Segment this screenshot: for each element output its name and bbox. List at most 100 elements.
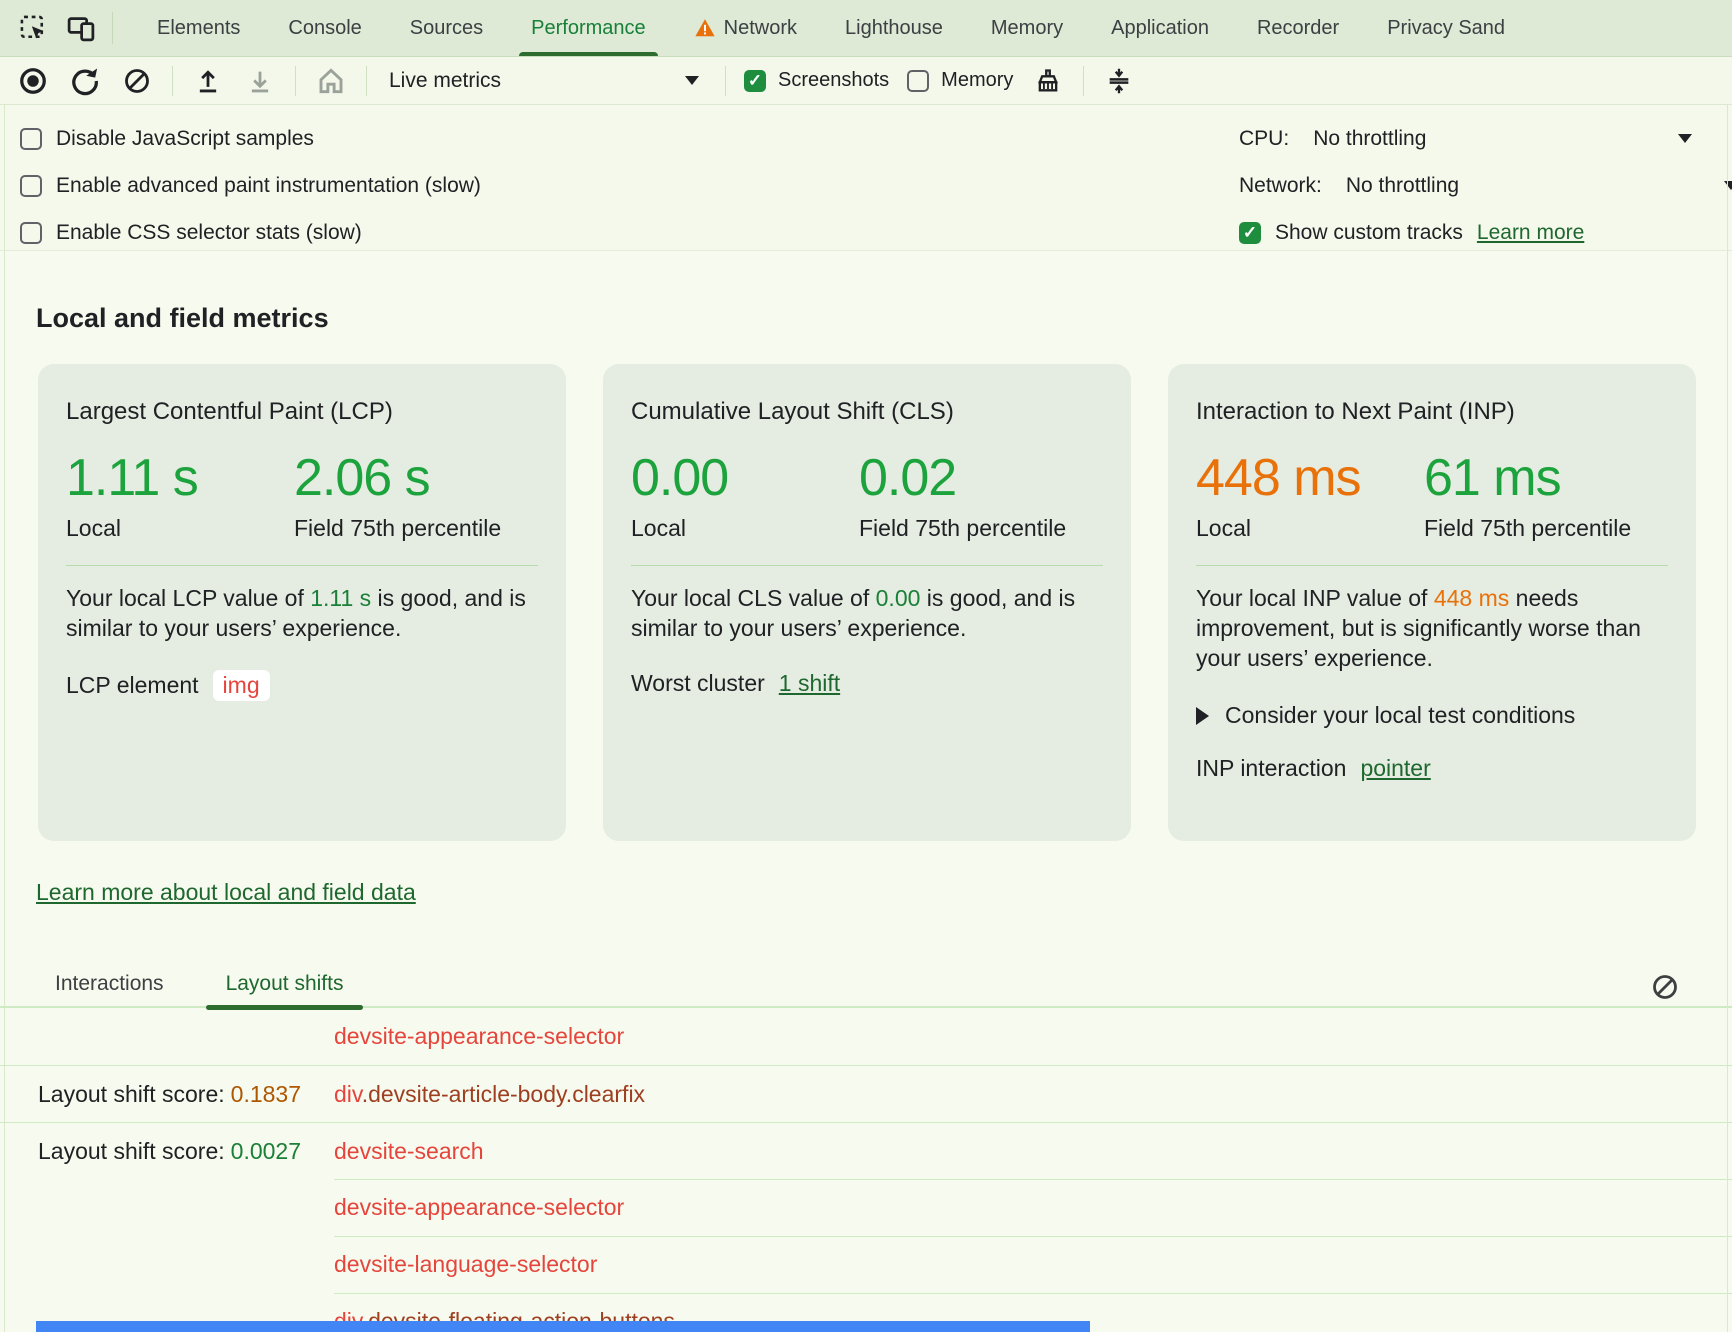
checkbox-unchecked-icon [907,70,929,92]
layout-shift-row[interactable]: Layout shift score: 0.0027 devsite-searc… [0,1122,1732,1179]
worst-cluster-link[interactable]: 1 shift [779,670,840,697]
inp-local-label: Local [1196,514,1424,543]
disclosure-triangle-icon [1196,707,1209,725]
tab-elements[interactable]: Elements [133,0,264,57]
element-link[interactable]: devsite-appearance-selector [334,1023,624,1050]
clear-icon[interactable] [120,64,154,98]
chevron-down-icon[interactable] [1724,181,1732,190]
card-divider [631,565,1103,566]
worst-cluster-label: Worst cluster [631,670,765,697]
memory-checkbox[interactable]: Memory [907,69,1013,92]
tab-interactions[interactable]: Interactions [55,961,164,1007]
checkbox-checked-icon: ✓ [744,70,766,92]
home-icon[interactable] [314,64,348,98]
panel-mode-select[interactable]: Live metrics [385,63,707,99]
inp-card: Interaction to Next Paint (INP) 448 ms L… [1168,364,1696,841]
reload-record-icon[interactable] [68,64,102,98]
lcp-field-label: Field 75th percentile [294,514,514,543]
element-link[interactable]: devsite-search [334,1138,484,1165]
checkbox-unchecked-icon [20,128,42,150]
disable-js-samples-checkbox[interactable]: Disable JavaScript samples [20,115,481,162]
devtools-tabbar: Elements Console Sources Performance Net… [0,0,1732,57]
inp-local-value: 448 ms [1196,448,1424,508]
lcp-element-link[interactable]: img [213,670,270,701]
cpu-throttling-row: CPU: No throttling [1239,115,1732,162]
inp-field-value: 61 ms [1424,448,1644,508]
score-label: Layout shift score: [38,1081,225,1108]
cpu-throttling-select[interactable]: No throttling [1313,127,1426,151]
tab-network[interactable]: Network [670,0,821,57]
network-throttling-select[interactable]: No throttling [1346,174,1459,198]
cls-description: Your local CLS value of 0.00 is good, an… [631,584,1103,644]
lcp-field-value: 2.06 s [294,448,514,508]
css-selector-stats-checkbox[interactable]: Enable CSS selector stats (slow) [20,209,481,256]
chevron-down-icon[interactable] [1678,134,1692,143]
local-test-conditions-disclosure[interactable]: Consider your local test conditions [1196,702,1668,729]
cpu-label: CPU: [1239,127,1289,151]
lcp-local-value: 1.11 s [66,448,294,508]
card-divider [1196,565,1668,566]
network-label: Network: [1239,174,1322,198]
lcp-card: Largest Contentful Paint (LCP) 1.11 s Lo… [38,364,566,841]
toolbar-separator [295,66,296,96]
cls-card-title: Cumulative Layout Shift (CLS) [631,398,1103,426]
collect-garbage-icon[interactable] [1031,64,1065,98]
custom-tracks-learn-more-link[interactable]: Learn more [1477,221,1584,245]
score-value: 0.0027 [231,1138,301,1165]
tab-memory[interactable]: Memory [967,0,1087,57]
tab-console[interactable]: Console [264,0,385,57]
tab-recorder[interactable]: Recorder [1233,0,1363,57]
load-profile-icon[interactable] [191,64,225,98]
toolbar-separator [1083,66,1084,96]
cls-field-label: Field 75th percentile [859,514,1079,543]
score-label: Layout shift score: [38,1138,225,1165]
toolbar-separator [112,12,113,44]
save-profile-icon[interactable] [243,64,277,98]
log-tabs: Interactions Layout shifts [0,962,1732,1008]
tab-privacy-sandbox[interactable]: Privacy Sand [1363,0,1529,57]
network-throttling-row: Network: No throttling [1239,162,1732,209]
element-link[interactable]: div.devsite-article-body.clearfix [334,1081,645,1108]
lcp-local-label: Local [66,514,294,543]
tab-lighthouse[interactable]: Lighthouse [821,0,967,57]
element-link[interactable]: devsite-language-selector [334,1251,597,1278]
cls-field-value: 0.02 [859,448,1079,508]
collapse-icon[interactable] [1102,64,1136,98]
live-metrics-view: Local and field metrics Largest Contentf… [0,251,1732,1332]
warning-icon [694,17,716,39]
performance-toolbar: Live metrics ✓ Screenshots Memory [0,57,1732,105]
inp-interaction-label: INP interaction [1196,755,1346,782]
tab-performance[interactable]: Performance [507,0,670,57]
advanced-paint-checkbox[interactable]: Enable advanced paint instrumentation (s… [20,162,481,209]
inp-field-label: Field 75th percentile [1424,514,1644,543]
tab-sources[interactable]: Sources [386,0,507,57]
tab-application[interactable]: Application [1087,0,1233,57]
layout-shift-row[interactable]: Layout shift score: 0.1837 div.devsite-a… [0,1065,1732,1122]
lcp-card-title: Largest Contentful Paint (LCP) [66,398,538,426]
device-toolbar-icon[interactable] [64,11,98,45]
layout-shift-row[interactable]: devsite-appearance-selector [0,1008,1732,1065]
inp-card-title: Interaction to Next Paint (INP) [1196,398,1668,426]
screenshots-checkbox[interactable]: ✓ Screenshots [744,69,889,92]
checkbox-unchecked-icon [20,222,42,244]
toolbar-separator [725,66,726,96]
chevron-down-icon [685,76,699,85]
lcp-description: Your local LCP value of 1.11 s is good, … [66,584,538,644]
element-link[interactable]: devsite-appearance-selector [334,1194,624,1221]
inp-interaction-link[interactable]: pointer [1360,755,1430,782]
layout-shift-row[interactable]: devsite-language-selector [0,1236,1732,1293]
inspect-element-icon[interactable] [16,11,50,45]
card-divider [66,565,538,566]
layout-shift-row[interactable]: devsite-appearance-selector [0,1179,1732,1236]
selected-row-highlight [36,1321,1090,1332]
metric-cards: Largest Contentful Paint (LCP) 1.11 s Lo… [38,364,1696,841]
learn-more-local-field-link[interactable]: Learn more about local and field data [36,879,416,906]
capture-settings: Disable JavaScript samples Enable advanc… [0,105,1732,251]
tab-layout-shifts[interactable]: Layout shifts [206,961,364,1007]
clear-log-icon[interactable] [1648,970,1682,1004]
page-title: Local and field metrics [0,251,1732,334]
show-custom-tracks-checkbox[interactable]: ✓ Show custom tracks Learn more [1239,209,1732,256]
cls-local-label: Local [631,514,859,543]
toolbar-separator [172,66,173,96]
record-icon[interactable] [16,64,50,98]
